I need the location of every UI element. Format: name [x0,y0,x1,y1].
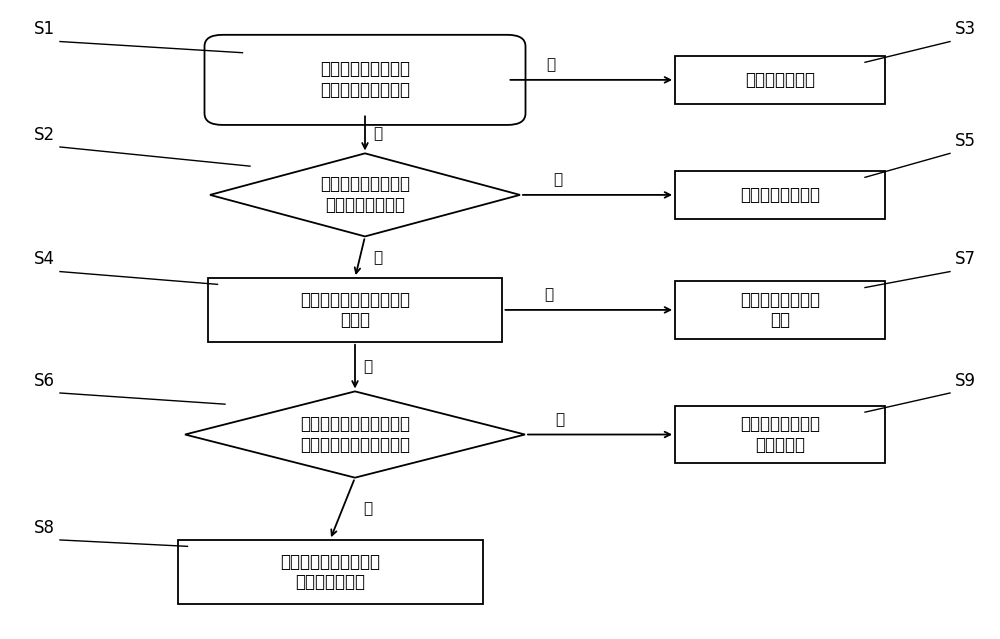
Text: 否: 否 [553,173,562,187]
Bar [178,540,483,604]
Polygon shape [185,391,525,478]
Text: 是: 是 [363,359,372,374]
Polygon shape [210,153,520,236]
Text: S5: S5 [955,132,976,150]
Text: 燃料电池系统为预
热利用模式: 燃料电池系统为预 热利用模式 [740,415,820,454]
Text: 判断管路电导率值是
否低于第二预设值: 判断管路电导率值是 否低于第二预设值 [320,176,410,214]
Text: S3: S3 [955,20,976,38]
Text: S8: S8 [34,519,55,537]
Text: 否: 否 [547,58,556,72]
Text: 提示更换去离子罐: 提示更换去离子罐 [740,186,820,204]
Text: S4: S4 [34,250,55,268]
Text: 否: 否 [555,412,565,427]
Text: 加热器为燃料电池系统
及暖风系统加热: 加热器为燃料电池系统 及暖风系统加热 [280,553,380,591]
Bar [208,278,502,342]
Text: S7: S7 [955,250,976,268]
Text: 判断电堆出口的冷却液的
温度是否低于第三预设值: 判断电堆出口的冷却液的 温度是否低于第三预设值 [300,415,410,454]
Text: S2: S2 [34,126,55,144]
Bar [675,406,885,463]
Text: 是: 是 [373,250,382,265]
Text: S1: S1 [34,20,55,38]
Text: S6: S6 [34,372,55,390]
Bar [675,171,885,219]
Bar [675,56,885,104]
Text: 判断燃料电池是否处于开
机状态: 判断燃料电池是否处于开 机状态 [300,291,410,329]
Bar [675,281,885,339]
Text: 加热器为暖风系统
加热: 加热器为暖风系统 加热 [740,291,820,329]
Text: S9: S9 [955,372,976,390]
Text: 判断膨胀水箱的液位
是否高于第一预设值: 判断膨胀水箱的液位 是否高于第一预设值 [320,61,410,99]
Text: 是: 是 [363,502,372,516]
Text: 否: 否 [544,288,553,302]
Text: 提示加注冷却液: 提示加注冷却液 [745,71,815,89]
FancyBboxPatch shape [205,35,526,125]
Text: 是: 是 [373,126,382,141]
